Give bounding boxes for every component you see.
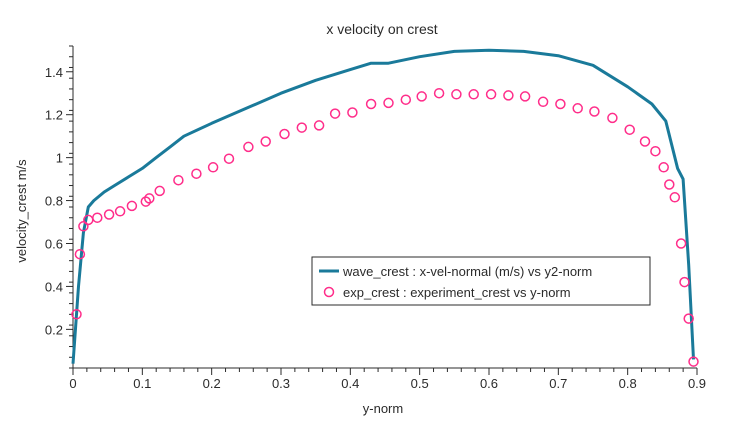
- data-point-exp-crest: [191, 168, 202, 179]
- legend-marker-swatch: [323, 286, 335, 298]
- data-point-exp-crest: [503, 90, 514, 101]
- x-axis-label: y-norm: [363, 401, 403, 416]
- data-point-exp-crest: [433, 87, 445, 99]
- x-tick-label: 0: [69, 376, 76, 391]
- data-point-exp-crest: [675, 238, 687, 249]
- data-point-exp-crest: [555, 98, 566, 110]
- x-tick-label: 0.3: [272, 376, 290, 391]
- data-point-exp-crest: [296, 122, 308, 133]
- data-point-exp-crest: [243, 141, 254, 153]
- y-tick-label: 0.6: [45, 236, 63, 251]
- data-point-exp-crest: [669, 192, 681, 203]
- data-point-exp-crest: [383, 97, 394, 109]
- data-point-exp-crest: [572, 103, 583, 114]
- data-point-exp-crest: [658, 162, 669, 173]
- x-tick-label: 0.6: [480, 376, 498, 391]
- data-point-exp-crest: [607, 112, 618, 124]
- data-point-exp-crest: [537, 96, 549, 108]
- data-point-exp-crest: [519, 91, 531, 102]
- chart-title: x velocity on crest: [326, 21, 437, 37]
- data-point-exp-crest: [347, 107, 358, 118]
- legend-box: [311, 256, 651, 306]
- data-point-exp-crest: [485, 89, 497, 100]
- y-axis-label: velocity_crest m/s: [14, 159, 29, 263]
- y-tick-label: 0.8: [45, 194, 63, 209]
- x-ticks: 0 0.1 0.2 0.3 0.4 0.5 0.6 0.7 0.8 0.9: [69, 368, 706, 391]
- x-tick-label: 0.9: [688, 376, 706, 391]
- data-point-exp-crest: [126, 200, 138, 212]
- data-point-exp-crest: [650, 145, 661, 157]
- data-point-exp-crest: [173, 174, 184, 186]
- data-point-exp-crest: [223, 153, 235, 164]
- data-point-exp-crest: [589, 106, 600, 117]
- y-ticks: 0.2 0.4 0.6 0.8 1 1.2 1.4: [45, 45, 73, 369]
- data-point-exp-crest: [451, 89, 462, 100]
- y-tick-label: 1: [56, 151, 63, 166]
- data-point-exp-crest: [144, 193, 155, 204]
- legend-label-wave-crest: wave_crest : x-vel-normal (m/s) vs y2-no…: [342, 264, 592, 279]
- data-point-exp-crest: [260, 136, 271, 147]
- x-tick-label: 0.5: [411, 376, 429, 391]
- legend: wave_crest : x-vel-normal (m/s) vs y2-no…: [311, 256, 651, 306]
- series-layer: [71, 48, 699, 367]
- x-tick-label: 0.4: [341, 376, 359, 391]
- data-point-exp-crest: [140, 196, 152, 207]
- data-point-exp-crest: [329, 108, 341, 119]
- data-point-exp-crest: [103, 209, 115, 220]
- x-tick-label: 0.8: [619, 376, 637, 391]
- data-point-exp-crest: [279, 128, 290, 140]
- x-tick-label: 0.1: [133, 376, 151, 391]
- data-point-exp-crest: [313, 120, 325, 131]
- data-point-exp-crest: [468, 89, 479, 100]
- data-point-exp-crest: [639, 136, 651, 147]
- data-point-exp-crest: [154, 185, 165, 197]
- legend-label-exp-crest: exp_crest : experiment_crest vs y-norm: [343, 285, 571, 300]
- data-point-exp-crest: [92, 212, 103, 223]
- y-tick-label: 0.4: [45, 279, 63, 294]
- data-point-exp-crest: [679, 276, 690, 288]
- data-point-exp-crest: [416, 91, 427, 102]
- data-point-exp-crest: [624, 124, 635, 135]
- y-tick-label: 1.2: [45, 108, 63, 123]
- y-tick-label: 1.4: [45, 65, 63, 80]
- data-point-exp-crest: [74, 248, 86, 260]
- data-point-exp-crest: [683, 313, 694, 324]
- data-point-exp-crest: [71, 309, 82, 320]
- data-point-exp-crest: [365, 98, 377, 110]
- data-point-exp-crest: [114, 206, 126, 217]
- x-tick-label: 0.2: [203, 376, 221, 391]
- data-point-exp-crest: [207, 162, 219, 173]
- x-tick-label: 0.7: [549, 376, 567, 391]
- data-point-exp-crest: [664, 179, 675, 190]
- series-line-wave-crest: [71, 48, 695, 364]
- y-tick-label: 0.2: [45, 322, 63, 337]
- data-point-exp-crest: [400, 94, 412, 105]
- data-point-exp-crest: [688, 356, 699, 367]
- data-point-exp-crest: [78, 221, 89, 232]
